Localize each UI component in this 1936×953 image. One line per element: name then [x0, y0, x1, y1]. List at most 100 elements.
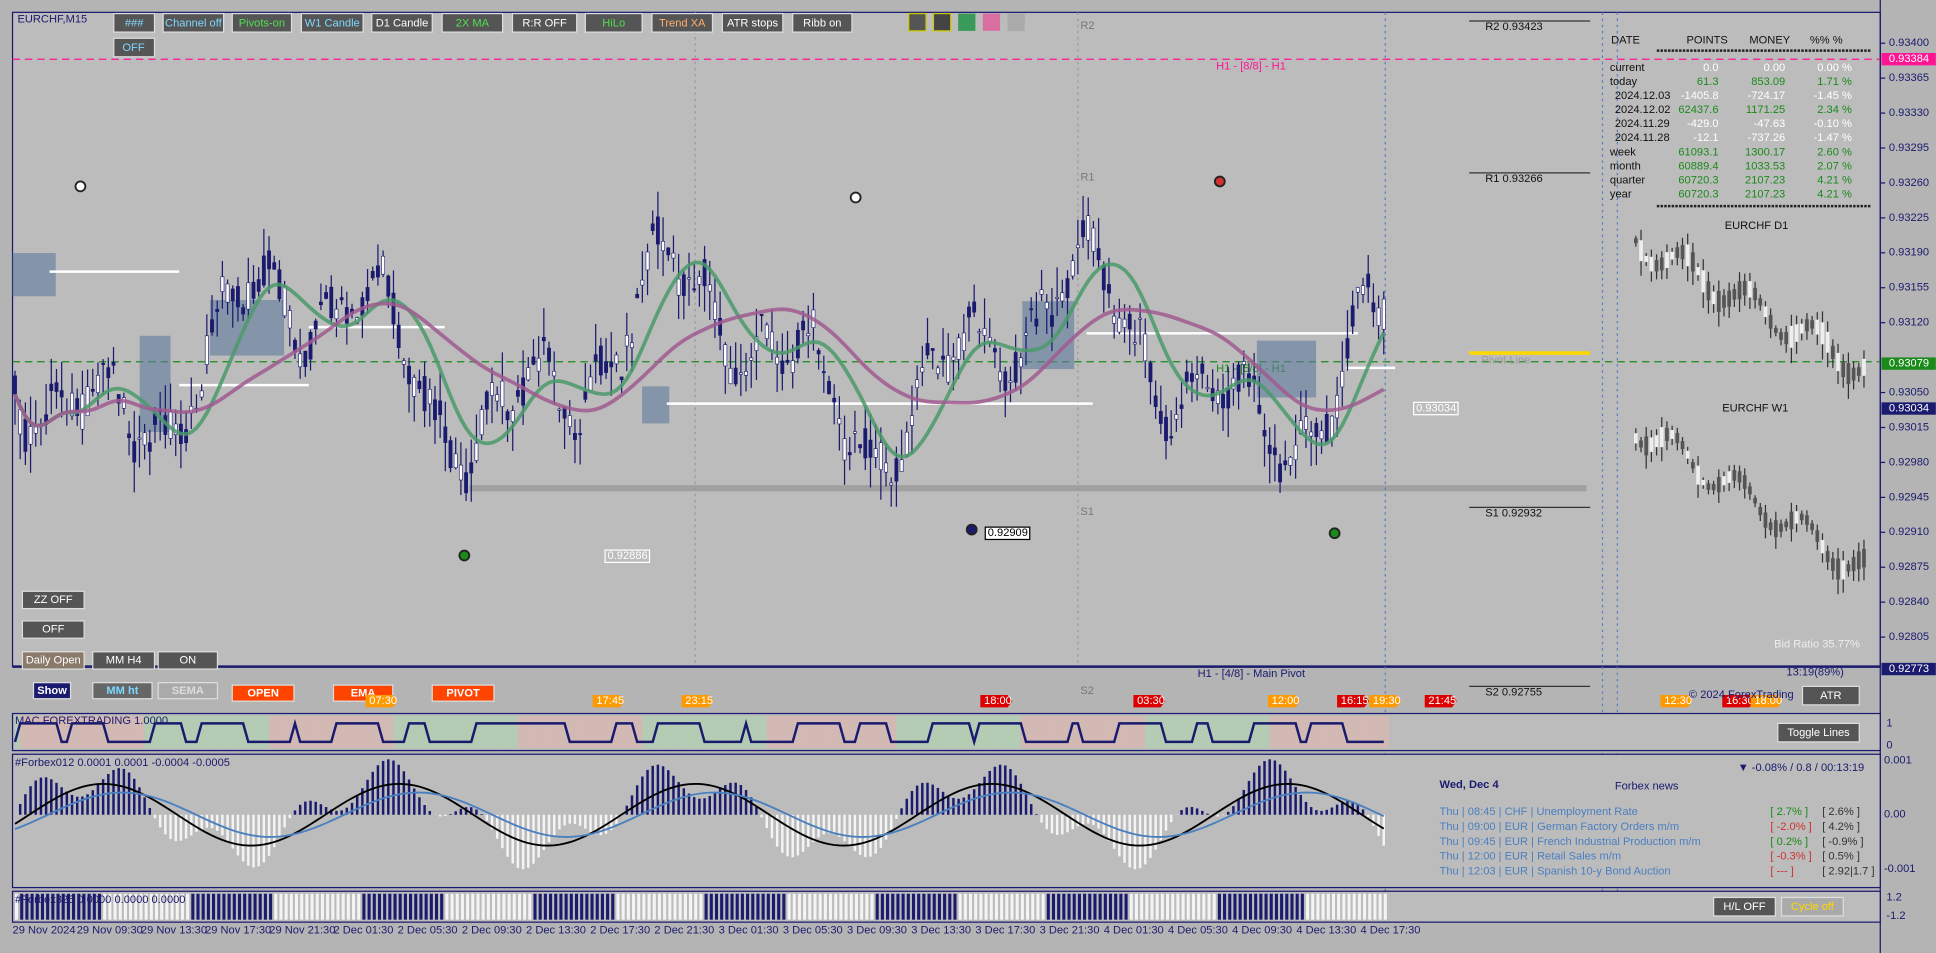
indicator-button[interactable]	[431, 684, 495, 702]
candle-body	[127, 433, 131, 438]
candle-body	[951, 356, 956, 361]
side-button-label[interactable]: ON	[179, 654, 196, 666]
flow-bar	[1363, 893, 1367, 920]
toolbar-button[interactable]	[300, 12, 364, 33]
toolbar-button[interactable]	[371, 12, 433, 33]
toolbar-button[interactable]	[113, 37, 156, 58]
indicator-button[interactable]	[157, 682, 219, 700]
indicator-button-label[interactable]: Show	[37, 685, 67, 697]
side-button[interactable]	[92, 651, 156, 670]
mini-body	[1815, 319, 1820, 335]
toolbar-button-label[interactable]: ###	[125, 17, 144, 29]
color-swatch[interactable]	[958, 13, 976, 31]
indicator-button[interactable]	[32, 682, 72, 700]
indicator-button-label[interactable]: SEMA	[172, 685, 204, 697]
color-swatch[interactable]	[908, 12, 927, 32]
toolbar-button-label[interactable]: 2X MA	[456, 17, 490, 29]
mini-body	[1753, 497, 1757, 504]
stripe	[1108, 715, 1115, 749]
stripe	[756, 715, 762, 749]
side-button-label[interactable]: ZZ OFF	[34, 594, 73, 606]
toolbar-button[interactable]	[511, 12, 578, 33]
toolbar-button[interactable]	[162, 12, 225, 33]
flow-bar	[746, 893, 750, 920]
toolbar-button-label[interactable]: D1 Candle	[376, 17, 429, 29]
candle-body	[935, 367, 940, 375]
histogram-bar	[993, 766, 997, 815]
histogram-bar	[972, 789, 976, 815]
news-button[interactable]	[1780, 896, 1844, 917]
stripe	[341, 715, 347, 749]
stripe	[1119, 715, 1125, 749]
table-cell: 0.00 %	[1817, 62, 1852, 74]
time-axis-label: 3 Dec 09:30	[847, 925, 907, 937]
toolbar-button-label[interactable]: Channel off	[165, 17, 223, 29]
toolbar-button[interactable]	[441, 12, 504, 33]
mini-body	[1825, 551, 1830, 563]
histogram-bar	[1185, 807, 1188, 815]
news-button-label[interactable]: Cycle off	[1791, 901, 1835, 913]
stripe	[35, 715, 41, 749]
side-button[interactable]	[21, 620, 85, 639]
atr-button[interactable]	[1801, 685, 1860, 706]
indicator-button[interactable]	[92, 682, 153, 700]
stripe	[206, 715, 213, 749]
toolbar-button-label[interactable]: OFF	[122, 42, 144, 54]
indicator-button-label[interactable]: PIVOT	[446, 688, 480, 700]
atr-button-label[interactable]: ATR	[1820, 690, 1841, 702]
toolbar-button-label[interactable]: W1 Candle	[305, 17, 360, 29]
histogram-bar	[96, 784, 100, 815]
side-button-label[interactable]: Daily Open	[26, 654, 81, 666]
stripe	[906, 715, 912, 749]
side-button-label[interactable]: OFF	[42, 624, 64, 636]
toolbar-button-label[interactable]: R:R OFF	[522, 17, 567, 29]
color-swatch[interactable]	[1007, 13, 1025, 31]
toolbar-button-label[interactable]: ATR stops	[727, 17, 778, 29]
side-button[interactable]	[21, 590, 85, 610]
candle-body	[1205, 387, 1210, 390]
histogram-bar	[1107, 814, 1111, 842]
news-button[interactable]	[1712, 896, 1776, 917]
news-forecast: [ -0.9% ]	[1822, 836, 1863, 848]
candle-body	[204, 335, 209, 365]
histogram-bar	[345, 807, 349, 815]
stripe	[326, 715, 332, 749]
histogram-bar	[1123, 814, 1126, 863]
toolbar-button[interactable]	[584, 12, 643, 33]
table-cell: today	[1610, 76, 1638, 88]
toolbar-button[interactable]	[231, 12, 293, 33]
candle-body	[443, 426, 448, 443]
candle-body	[1221, 394, 1225, 409]
toggle-button[interactable]	[1777, 722, 1860, 743]
subwindow-axis-label: 0	[1886, 740, 1892, 752]
side-button[interactable]	[21, 651, 85, 670]
news-button-label[interactable]: H/L OFF	[1723, 901, 1765, 913]
stripe	[896, 715, 902, 749]
toolbar-button[interactable]	[721, 12, 784, 33]
toggle-button-label[interactable]: Toggle Lines	[1787, 727, 1850, 739]
toolbar-button[interactable]	[113, 12, 156, 33]
side-button-label[interactable]: MM H4	[106, 654, 142, 666]
color-swatch[interactable]	[932, 12, 952, 32]
histogram-bar	[81, 796, 84, 815]
flow-bar	[300, 893, 304, 920]
toolbar-button[interactable]	[792, 12, 853, 33]
toolbar-button-label[interactable]: Ribb on	[803, 17, 841, 29]
histogram-bar	[195, 814, 198, 832]
stripe	[1228, 715, 1234, 749]
indicator-button[interactable]	[231, 684, 295, 702]
candle-body	[718, 317, 723, 336]
indicator-button-label[interactable]: MM ht	[106, 685, 138, 697]
indicator-button-label[interactable]: OPEN	[247, 688, 278, 700]
toolbar-button[interactable]	[651, 12, 714, 33]
color-swatch[interactable]	[982, 13, 1001, 31]
toolbar-button-label[interactable]: HiLo	[602, 17, 625, 29]
side-button[interactable]	[157, 651, 219, 670]
candle-body	[878, 442, 883, 470]
candle-body	[54, 382, 59, 392]
flow-bar	[61, 893, 65, 920]
toolbar-button-label[interactable]: Trend XA	[659, 17, 706, 29]
toolbar-button-label[interactable]: Pivots-on	[239, 17, 285, 29]
stripe	[533, 715, 539, 749]
time-axis-label: 3 Dec 05:30	[783, 925, 843, 937]
